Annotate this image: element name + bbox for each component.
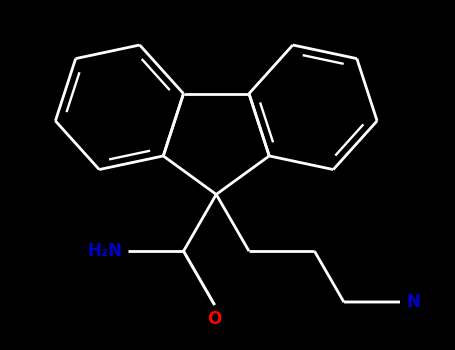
Text: O: O xyxy=(207,310,222,328)
Text: N: N xyxy=(407,293,420,311)
Text: H₂N: H₂N xyxy=(88,242,123,260)
